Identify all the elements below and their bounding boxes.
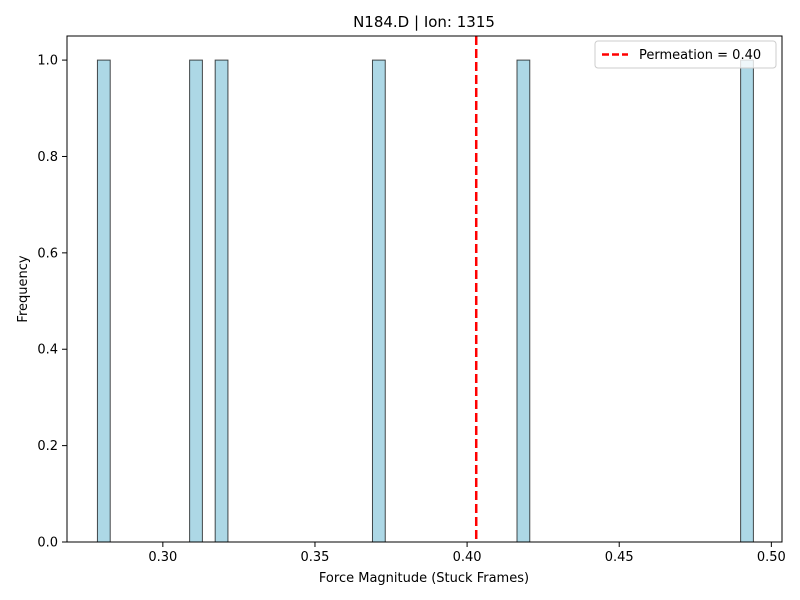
x-tick-label: 0.35 xyxy=(300,550,329,565)
y-axis-ticks: 0.0 0.2 0.4 0.6 0.8 1.0 xyxy=(37,54,67,551)
histogram-bar-4 xyxy=(372,60,385,542)
y-tick-label: 0.6 xyxy=(37,246,58,261)
y-tick-label: 0.4 xyxy=(37,343,58,358)
histogram-bar-3 xyxy=(215,60,228,542)
y-axis-label: Frequency xyxy=(16,255,31,322)
x-tick-label: 0.45 xyxy=(605,550,634,565)
plot-area xyxy=(67,36,782,542)
y-tick-label: 1.0 xyxy=(37,54,58,69)
legend-label: Permeation = 0.40 xyxy=(639,48,761,63)
x-tick-label: 0.40 xyxy=(453,550,482,565)
x-axis-ticks: 0.30 0.35 0.40 0.45 0.50 xyxy=(148,542,785,565)
plot-background xyxy=(67,36,782,542)
x-tick-label: 0.50 xyxy=(757,550,786,565)
x-axis-label: Force Magnitude (Stuck Frames) xyxy=(319,571,529,586)
histogram-bar-6 xyxy=(741,60,754,542)
legend: Permeation = 0.40 xyxy=(595,41,776,68)
y-tick-label: 0.8 xyxy=(37,150,58,165)
x-tick-label: 0.30 xyxy=(148,550,177,565)
y-tick-label: 0.2 xyxy=(37,439,58,454)
histogram-bar-2 xyxy=(190,60,203,542)
chart-title: N184.D | Ion: 1315 xyxy=(353,13,495,31)
y-tick-label: 0.0 xyxy=(37,536,58,551)
histogram-bar-5 xyxy=(517,60,530,542)
histogram-bar-1 xyxy=(97,60,110,542)
